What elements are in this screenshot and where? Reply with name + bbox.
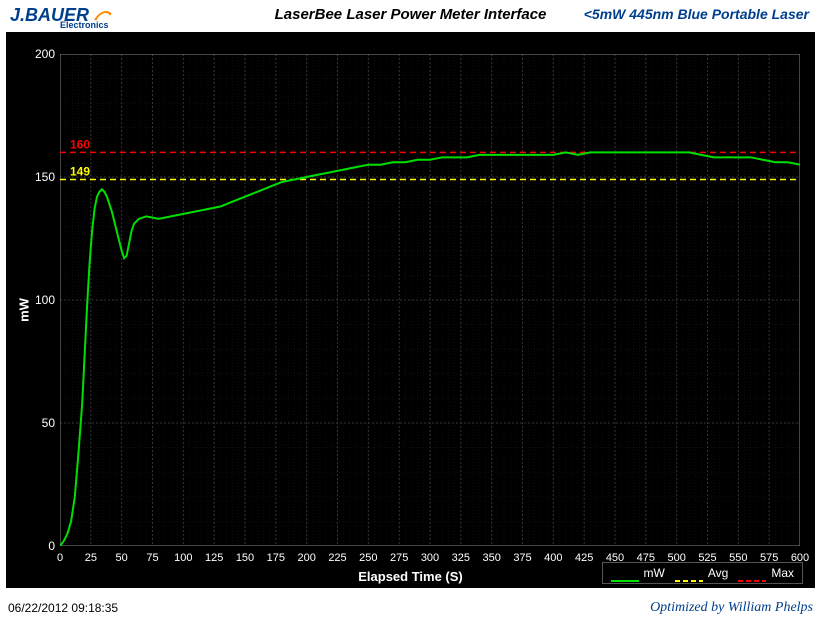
- svg-text:160: 160: [70, 137, 90, 151]
- attribution: Optimized by William Phelps: [650, 600, 813, 616]
- x-tick-label: 475: [634, 552, 658, 564]
- plot-area: 160 149: [60, 54, 800, 546]
- chart-container: mW Elapsed Time (S) 160 149 mW Avg Max 0 50 1…: [6, 32, 815, 588]
- legend-item: Max: [738, 566, 794, 580]
- x-tick-label: 325: [449, 552, 473, 564]
- y-tick-label: 200: [25, 47, 55, 61]
- x-tick-label: 375: [511, 552, 535, 564]
- legend-item: mW: [611, 566, 665, 580]
- x-tick-label: 175: [264, 552, 288, 564]
- x-tick-label: 50: [110, 552, 134, 564]
- legend-label: Avg: [708, 566, 728, 580]
- timestamp: 06/22/2012 09:18:35: [8, 601, 118, 615]
- chart-subtitle: <5mW 445nm Blue Portable Laser: [584, 6, 809, 22]
- legend-swatch: [675, 572, 703, 574]
- y-tick-label: 150: [25, 170, 55, 184]
- legend-label: mW: [644, 566, 665, 580]
- y-tick-label: 0: [25, 539, 55, 553]
- x-tick-label: 600: [788, 552, 812, 564]
- x-tick-label: 200: [295, 552, 319, 564]
- brand-logo: J.BAUER Electronics: [10, 3, 113, 26]
- x-tick-label: 25: [79, 552, 103, 564]
- x-tick-label: 250: [356, 552, 380, 564]
- y-tick-label: 100: [25, 293, 55, 307]
- header: J.BAUER Electronics LaserBee Laser Power…: [0, 0, 821, 28]
- legend: mW Avg Max: [602, 562, 803, 584]
- chart-title: LaserBee Laser Power Meter Interface: [275, 6, 547, 23]
- x-tick-label: 275: [387, 552, 411, 564]
- x-tick-label: 125: [202, 552, 226, 564]
- x-tick-label: 525: [696, 552, 720, 564]
- x-tick-label: 500: [665, 552, 689, 564]
- logo-subtext: Electronics: [60, 20, 109, 30]
- svg-text:149: 149: [70, 164, 90, 178]
- footer: 06/22/2012 09:18:35 Optimized by William…: [8, 598, 813, 618]
- legend-label: Max: [771, 566, 794, 580]
- x-tick-label: 100: [171, 552, 195, 564]
- x-tick-label: 150: [233, 552, 257, 564]
- legend-swatch: [738, 572, 766, 574]
- x-tick-label: 450: [603, 552, 627, 564]
- x-axis-label: Elapsed Time (S): [358, 569, 463, 584]
- y-tick-label: 50: [25, 416, 55, 430]
- x-tick-label: 300: [418, 552, 442, 564]
- x-tick-label: 400: [541, 552, 565, 564]
- x-tick-label: 425: [572, 552, 596, 564]
- x-tick-label: 75: [141, 552, 165, 564]
- x-tick-label: 225: [326, 552, 350, 564]
- legend-item: Avg: [675, 566, 728, 580]
- legend-swatch: [611, 572, 639, 574]
- x-tick-label: 575: [757, 552, 781, 564]
- x-tick-label: 350: [480, 552, 504, 564]
- x-tick-label: 0: [48, 552, 72, 564]
- x-tick-label: 550: [726, 552, 750, 564]
- plot-svg: 160 149: [60, 54, 800, 546]
